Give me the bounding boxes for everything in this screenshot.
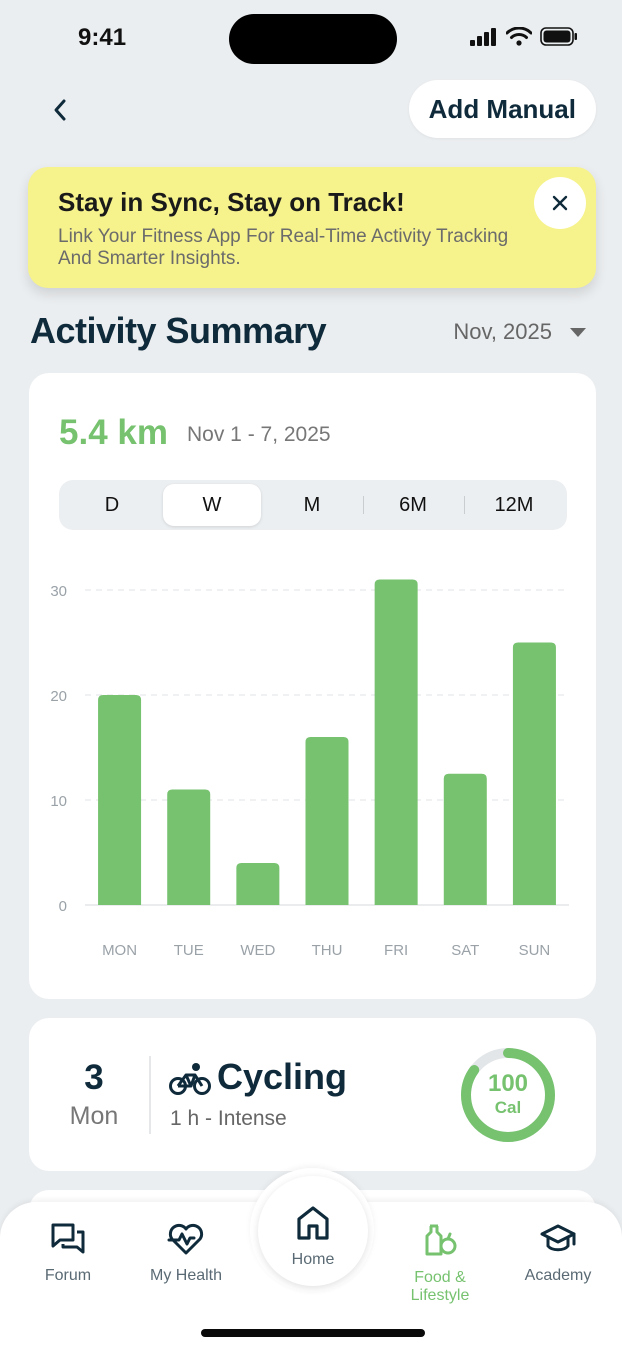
period-tab-12m[interactable]: 12M [494, 494, 534, 516]
tab-academy-label: Academy [524, 1267, 592, 1284]
chart-bar-fri[interactable] [374, 579, 418, 906]
home-indicator [201, 1329, 425, 1337]
back-button[interactable] [40, 88, 80, 132]
tab-food-label: Food & Lifestyle [410, 1269, 470, 1304]
chart-x-tick-label: TUE [174, 942, 204, 959]
weekly-distance-chart: 0 10 20 30 MON TUE WED THU FRI SAT SUN [50, 579, 569, 959]
period-tab-d[interactable]: D [104, 494, 120, 516]
status-time: 9:41 [78, 24, 127, 51]
activity-day-number: 3 [84, 1058, 104, 1097]
banner-text: Link Your Fitness App For Real-Time Acti… [58, 226, 509, 269]
segment-divider [363, 496, 364, 514]
tab-home[interactable]: Home [258, 1176, 368, 1286]
period-selector: D W M 6M 12M [59, 480, 567, 530]
chart-x-tick-label: SUN [519, 942, 551, 959]
segment-divider [464, 496, 465, 514]
chart-bar-sun[interactable] [512, 642, 556, 906]
calorie-unit: Cal [494, 1098, 522, 1117]
chevron-left-icon [54, 99, 66, 121]
chart-x-tick-label: MON [102, 942, 137, 959]
banner-title: Stay in Sync, Stay on Track! [58, 187, 405, 217]
date-range: Nov 1 - 7, 2025 [187, 423, 331, 446]
tab-forum-label: Forum [44, 1267, 92, 1284]
signal-icon [470, 27, 496, 46]
chart-x-tick-label: SAT [451, 942, 479, 959]
caret-down-icon [570, 327, 586, 337]
tab-my-health[interactable]: My Health [126, 1222, 246, 1285]
chart-y-tick-label: 0 [59, 898, 67, 915]
tab-home-label: Home [291, 1251, 335, 1268]
tab-food-lifestyle[interactable]: Food & Lifestyle [380, 1222, 500, 1305]
chart-x-tick-label: WED [240, 942, 275, 959]
status-icons [470, 27, 578, 46]
month-label: Nov, 2025 [453, 319, 552, 344]
status-bar: 9:41 [0, 0, 622, 80]
tab-my-health-label: My Health [149, 1267, 223, 1284]
chart-y-tick-label: 10 [50, 793, 67, 810]
total-distance: 5.4 km [59, 413, 168, 452]
food-icon [425, 1224, 457, 1256]
chart-y-tick-label: 30 [50, 583, 67, 600]
chart-bar-wed[interactable] [236, 863, 280, 905]
activity-name: Cycling [217, 1056, 348, 1097]
calorie-ring [461, 1048, 555, 1142]
chart-x-tick-label: THU [312, 942, 343, 959]
add-manual-button[interactable]: Add Manual [408, 80, 596, 138]
calorie-ring-progress [461, 1048, 555, 1142]
dynamic-island [229, 14, 397, 64]
chart-bar-tue[interactable] [167, 789, 211, 906]
activity-card[interactable]: 3 Mon Cycling 1 h - Intense 100 Cal [29, 1018, 596, 1171]
chart-x-tick-label: FRI [384, 942, 408, 959]
activity-detail: 1 h - Intense [170, 1107, 287, 1130]
chart-bar-thu[interactable] [305, 737, 349, 905]
graduation-cap-icon [540, 1224, 576, 1252]
activity-summary-card: 5.4 km Nov 1 - 7, 2025 D W M 6M 12M 0 10 2… [29, 373, 596, 999]
close-icon [552, 195, 568, 211]
home-icon [297, 1206, 329, 1240]
chart-y-tick-label: 20 [50, 688, 67, 705]
chart-bar-sat[interactable] [443, 773, 487, 905]
wifi-icon [506, 27, 532, 46]
period-tab-m[interactable]: M [303, 494, 321, 516]
tab-academy[interactable]: Academy [498, 1222, 618, 1285]
sync-banner: Stay in Sync, Stay on Track! Link Your F… [28, 167, 596, 288]
activity-divider [149, 1056, 151, 1134]
tab-forum[interactable]: Forum [8, 1222, 128, 1285]
heart-pulse-icon [167, 1223, 204, 1255]
cycling-icon [169, 1063, 211, 1095]
section-title: Activity Summary [30, 310, 327, 351]
battery-icon [540, 27, 577, 46]
month-selector[interactable]: Nov, 2025 [453, 319, 586, 345]
chart-bar-mon[interactable] [98, 695, 142, 905]
calorie-value: 100 [487, 1070, 529, 1097]
period-tab-w[interactable]: W [163, 484, 261, 526]
activity-day-name: Mon [69, 1102, 119, 1130]
chat-icon [51, 1223, 85, 1254]
period-tab-6m[interactable]: 6M [399, 494, 427, 516]
banner-close-button[interactable] [534, 177, 586, 229]
